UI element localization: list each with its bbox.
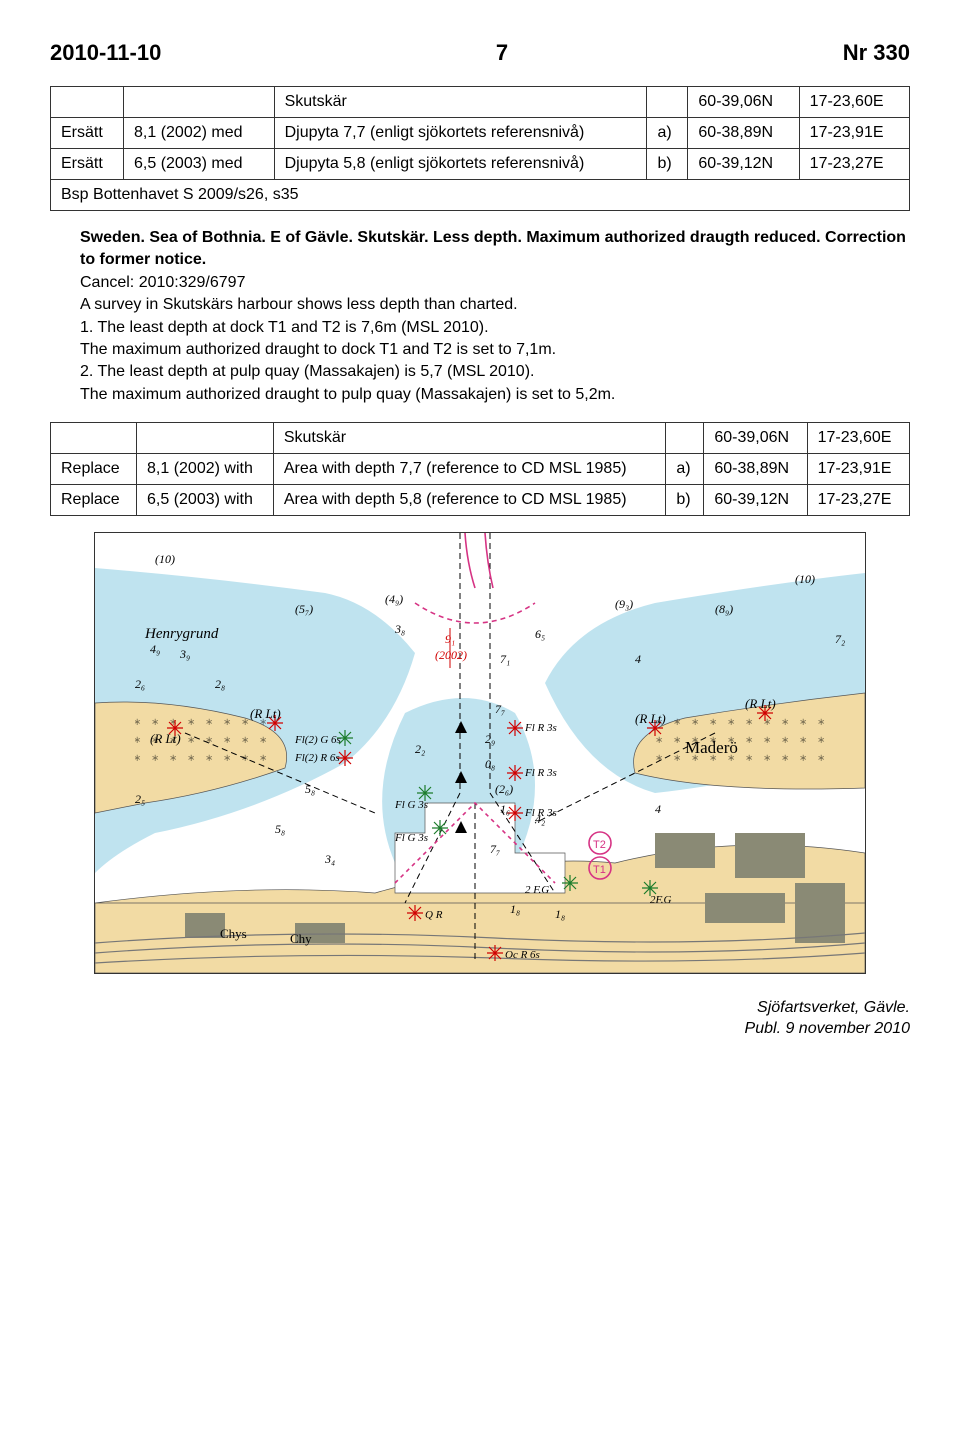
- svg-text:2₅: 2₅: [135, 792, 145, 806]
- svg-text:Fl G 3s: Fl G 3s: [394, 799, 428, 811]
- description-block: Sweden. Sea of Bothnia. E of Gävle. Skut…: [80, 227, 910, 406]
- svg-text:2 F.G: 2 F.G: [525, 884, 549, 896]
- svg-text:4₂: 4₂: [535, 812, 545, 826]
- nautical-chart: ∗: [94, 532, 866, 974]
- desc-title: Sweden. Sea of Bothnia. E of Gävle. Skut…: [80, 227, 910, 272]
- svg-text:(R Lt): (R Lt): [635, 711, 666, 726]
- svg-text:(2₆): (2₆): [495, 782, 513, 796]
- svg-text:4: 4: [655, 802, 661, 816]
- svg-text:(R Lt): (R Lt): [745, 696, 776, 711]
- footer: Sjöfartsverket, Gävle. Publ. 9 november …: [50, 998, 910, 1040]
- svg-text:3₉: 3₉: [179, 647, 190, 661]
- svg-text:(10): (10): [155, 552, 175, 566]
- svg-text:3₄: 3₄: [324, 852, 335, 866]
- svg-text:(4₉): (4₉): [385, 592, 403, 606]
- svg-text:(R Lt): (R Lt): [150, 731, 181, 746]
- footer-source: Sjöfartsverket, Gävle.: [50, 998, 910, 1019]
- svg-text:Henrygrund: Henrygrund: [144, 626, 219, 642]
- table-row: Bsp Bottenhavet S 2009/s26, s35: [51, 180, 910, 211]
- svg-text:2₉: 2₉: [485, 732, 495, 746]
- svg-text:(10): (10): [795, 572, 815, 586]
- svg-text:3₈: 3₈: [394, 622, 405, 636]
- svg-text:4₉: 4₉: [150, 642, 160, 656]
- svg-text:(9₃): (9₃): [615, 597, 633, 611]
- svg-text:Maderö: Maderö: [685, 738, 738, 757]
- svg-text:0₈: 0₈: [485, 757, 495, 771]
- svg-text:7₂: 7₂: [835, 632, 845, 646]
- svg-text:T1: T1: [593, 864, 606, 876]
- table-row: Replace 8,1 (2002) with Area with depth …: [51, 454, 910, 485]
- desc-line: 2. The least depth at pulp quay (Massaka…: [80, 361, 910, 383]
- svg-text:2₆: 2₆: [135, 677, 145, 691]
- svg-text:5₈: 5₈: [275, 822, 285, 836]
- svg-text:4: 4: [635, 652, 641, 666]
- svg-text:5₈: 5₈: [305, 782, 315, 796]
- svg-text:(R Lt): (R Lt): [250, 706, 281, 721]
- svg-text:Fl(2) R 6s: Fl(2) R 6s: [294, 752, 340, 764]
- desc-line: 1. The least depth at dock T1 and T2 is …: [80, 317, 910, 339]
- table-row: Skutskär 60-39,06N 17-23,60E: [51, 87, 910, 118]
- table-row: Ersätt 8,1 (2002) med Djupyta 7,7 (enlig…: [51, 118, 910, 149]
- svg-text:Fl R 3s: Fl R 3s: [524, 722, 557, 734]
- table-row: Skutskär 60-39,06N 17-23,60E: [51, 423, 910, 454]
- svg-text:2₈: 2₈: [215, 677, 225, 691]
- svg-text:(5₇): (5₇): [295, 602, 313, 616]
- svg-text:7₁: 7₁: [500, 652, 510, 666]
- header-nr: Nr 330: [843, 40, 910, 66]
- table-row: Ersätt 6,5 (2003) med Djupyta 5,8 (enlig…: [51, 149, 910, 180]
- header-date: 2010-11-10: [50, 40, 161, 66]
- svg-text:7₇: 7₇: [495, 702, 505, 716]
- svg-text:1₈: 1₈: [555, 907, 565, 921]
- header-page: 7: [496, 40, 508, 66]
- table-row: Replace 6,5 (2003) with Area with depth …: [51, 485, 910, 516]
- page-header: 2010-11-10 7 Nr 330: [50, 40, 910, 66]
- desc-line: The maximum authorized draught to pulp q…: [80, 384, 910, 406]
- svg-text:Oc R 6s: Oc R 6s: [505, 949, 540, 961]
- footer-date: Publ. 9 november 2010: [50, 1019, 910, 1040]
- svg-text:(8₉): (8₉): [715, 602, 733, 616]
- svg-text:T2: T2: [593, 839, 606, 851]
- svg-text:Chys: Chys: [220, 926, 247, 941]
- table-english: Skutskär 60-39,06N 17-23,60E Replace 8,1…: [50, 422, 910, 516]
- chart-svg: ∗: [95, 533, 865, 973]
- svg-text:7₇: 7₇: [490, 842, 500, 856]
- desc-line: Cancel: 2010:329/6797: [80, 272, 910, 294]
- svg-text:(2002): (2002): [435, 648, 467, 662]
- table-swedish: Skutskär 60-39,06N 17-23,60E Ersätt 8,1 …: [50, 86, 910, 211]
- svg-text:Fl G 3s: Fl G 3s: [394, 832, 428, 844]
- svg-text:Chy: Chy: [290, 931, 312, 946]
- svg-text:6₅: 6₅: [535, 627, 545, 641]
- svg-text:Fl R 3s: Fl R 3s: [524, 767, 557, 779]
- svg-text:Q R: Q R: [425, 909, 443, 921]
- svg-text:2₂: 2₂: [415, 742, 425, 756]
- desc-line: A survey in Skutskärs harbour shows less…: [80, 294, 910, 316]
- desc-line: The maximum authorized draught to dock T…: [80, 339, 910, 361]
- svg-text:2F.G: 2F.G: [650, 894, 672, 906]
- svg-text:1₆: 1₆: [500, 802, 510, 816]
- svg-text:Fl(2) G 6s: Fl(2) G 6s: [294, 734, 341, 746]
- svg-text:1₈: 1₈: [510, 902, 520, 916]
